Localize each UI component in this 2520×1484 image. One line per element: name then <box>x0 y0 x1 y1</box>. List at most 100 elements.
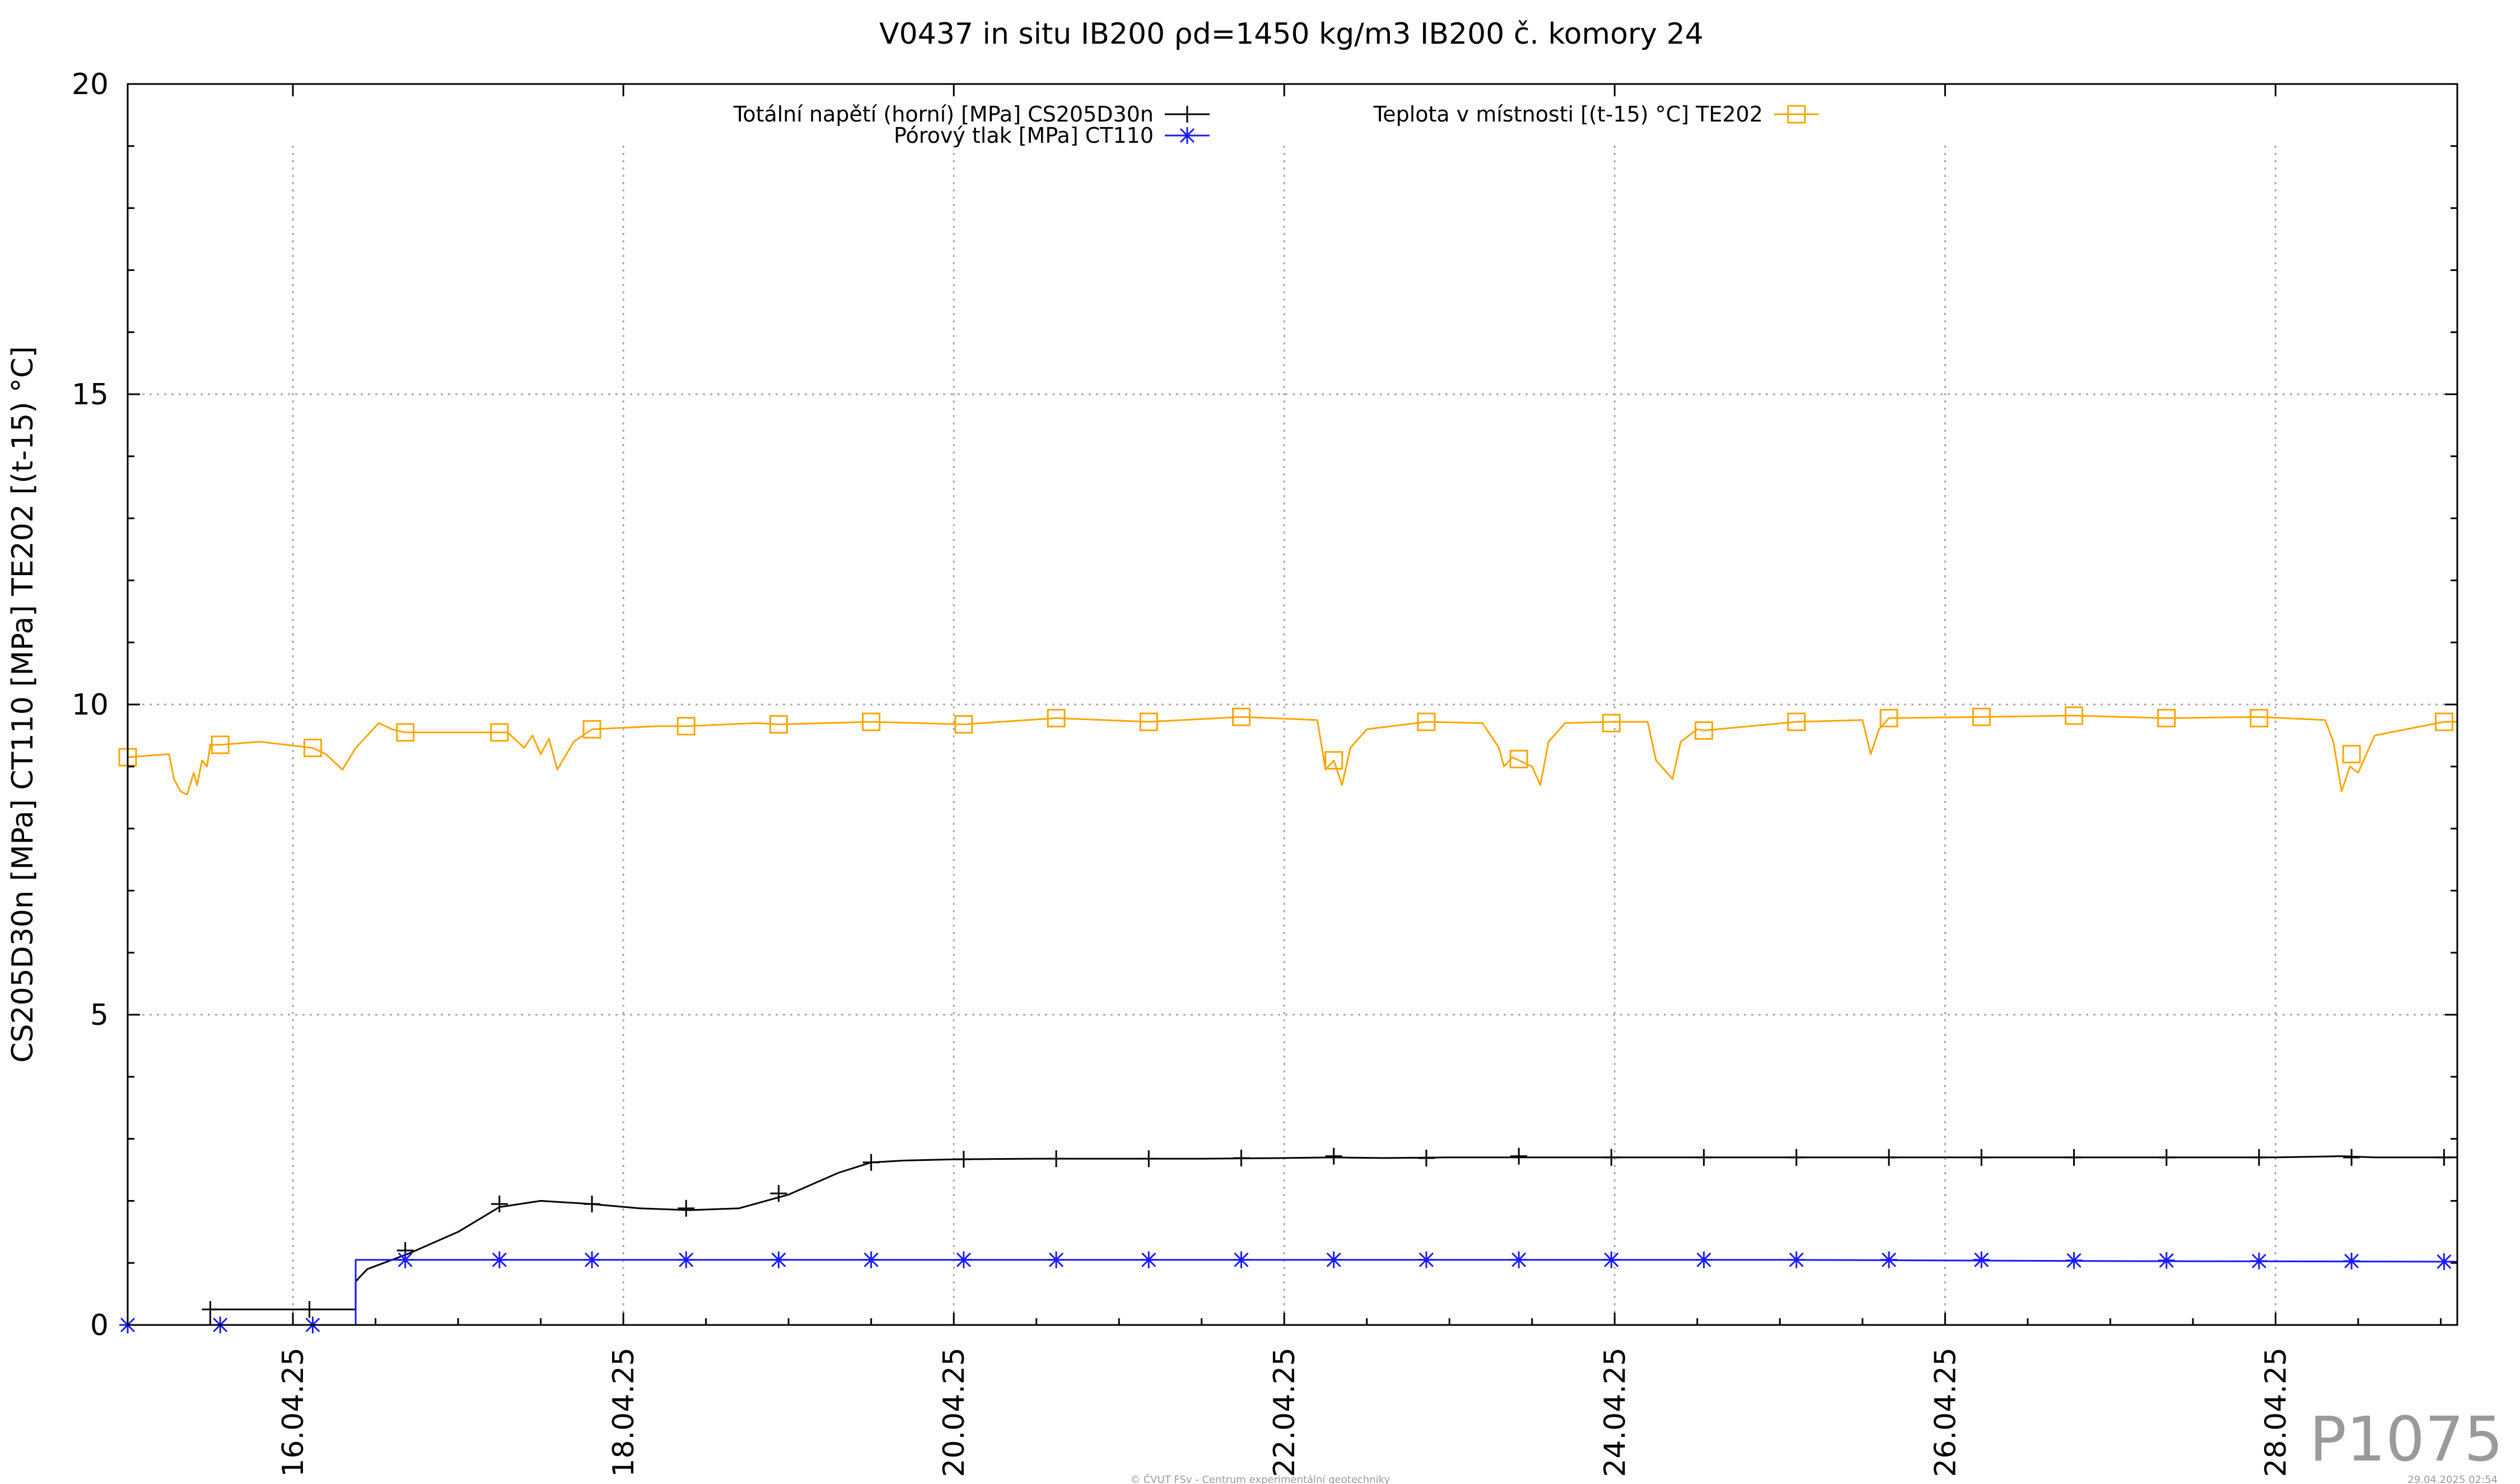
data-point <box>1602 713 1621 732</box>
data-point <box>491 1195 508 1212</box>
data-point <box>770 1185 787 1202</box>
data-point <box>2065 706 2084 725</box>
data-point <box>396 1251 414 1268</box>
data-point <box>301 1301 318 1318</box>
data-point <box>1788 1149 1805 1166</box>
data-point <box>769 715 788 734</box>
series-0 <box>128 1147 2457 1326</box>
data-point <box>2435 1253 2453 1270</box>
legend-label: Teplota v místnosti [(t-15) °C] TE202 <box>1373 102 1763 127</box>
data-point <box>1417 1149 1435 1166</box>
data-point <box>676 717 696 736</box>
data-point <box>1325 1147 1342 1165</box>
data-point <box>584 1195 601 1212</box>
data-point <box>1417 1251 1435 1268</box>
data-point <box>1140 1150 1158 1168</box>
footer-credit: © ČVUT FSv - Centrum experimentální geot… <box>1130 1473 1390 1484</box>
data-point <box>1510 1251 1528 1268</box>
data-point <box>1509 750 1528 769</box>
y-tick-label: 10 <box>72 688 109 722</box>
data-point <box>2158 1149 2175 1166</box>
data-point <box>1788 1251 1805 1268</box>
data-point <box>1324 751 1343 770</box>
data-point <box>2342 745 2361 764</box>
data-point <box>862 712 881 731</box>
x-tick-label: 18.04.25 <box>607 1347 641 1477</box>
watermark: P1075 <box>2309 1403 2503 1475</box>
data-point <box>1787 712 1806 731</box>
data-point <box>1048 1251 1065 1268</box>
y-tick-label: 20 <box>72 68 109 101</box>
data-point <box>202 1301 219 1318</box>
data-point <box>2250 1252 2267 1270</box>
y-axis-title: CS205D30n [MPa] CT110 [MPa] TE202 [(t-15… <box>6 346 40 1063</box>
data-point <box>1047 708 1066 727</box>
x-tick-label: 20.04.25 <box>937 1347 971 1477</box>
data-point <box>1232 707 1251 726</box>
data-point <box>1603 1251 1620 1268</box>
series-group <box>118 706 2458 1333</box>
x-tick-label: 28.04.25 <box>2259 1347 2293 1477</box>
series-1 <box>119 1251 2458 1333</box>
data-point <box>1048 1150 1065 1168</box>
data-point <box>490 723 509 742</box>
data-point <box>1695 1251 1712 1268</box>
data-point <box>678 1200 695 1217</box>
data-point <box>1880 1149 1898 1166</box>
chart-title: V0437 in situ IB200 ρd=1450 kg/m3 IB200 … <box>879 17 1704 51</box>
data-point <box>1972 707 1991 726</box>
data-point <box>2343 1252 2360 1270</box>
data-point <box>1510 1147 1528 1165</box>
data-point <box>1973 1251 1990 1268</box>
data-point <box>2250 1149 2267 1166</box>
x-tick-label: 26.04.25 <box>1929 1347 1962 1477</box>
data-point <box>303 739 322 758</box>
data-point <box>955 1151 972 1168</box>
axis-ticks <box>128 83 2457 1326</box>
x-tick-label: 16.04.25 <box>277 1347 310 1477</box>
legend-marker <box>1179 106 1196 123</box>
data-point <box>954 715 973 734</box>
data-point <box>770 1251 787 1268</box>
data-point <box>1139 712 1158 731</box>
data-point <box>582 720 601 739</box>
data-point <box>491 1251 508 1268</box>
tick-labels: 0 5 10 15 20 16.04.25 18.04.25 20.04.25 22.04.25… <box>72 68 2293 1477</box>
data-point <box>2343 1149 2360 1166</box>
data-point <box>1417 712 1436 731</box>
data-point <box>396 723 415 742</box>
data-point <box>1140 1251 1158 1268</box>
data-point <box>2250 708 2269 727</box>
data-point <box>2158 1252 2175 1269</box>
y-tick-label: 5 <box>90 998 109 1032</box>
data-point <box>211 735 230 754</box>
data-point <box>862 1251 880 1268</box>
legend-marker <box>1787 105 1806 124</box>
data-point <box>2435 1149 2453 1166</box>
data-point <box>862 1154 880 1171</box>
series-line <box>128 1259 2458 1326</box>
data-point <box>1695 721 1714 740</box>
legend-label: Pórový tlak [MPa] CT110 <box>894 123 1154 148</box>
y-tick-label: 15 <box>72 378 109 412</box>
data-point <box>1233 1149 1250 1166</box>
data-point <box>678 1251 695 1268</box>
y-tick-label: 0 <box>90 1309 109 1342</box>
data-point <box>2065 1252 2083 1269</box>
data-point <box>1695 1149 1712 1166</box>
series-line <box>128 1155 2457 1326</box>
data-point <box>2065 1149 2083 1166</box>
legend: Totální napětí (horní) [MPa] CS205D30nPó… <box>733 102 1819 148</box>
data-point <box>1603 1149 1620 1166</box>
data-point <box>1880 1251 1898 1268</box>
data-point <box>584 1251 601 1268</box>
x-tick-label: 24.04.25 <box>1598 1347 1632 1477</box>
data-point <box>1973 1149 1990 1166</box>
series-line <box>127 715 2457 796</box>
data-point <box>1233 1251 1250 1268</box>
series-2 <box>118 706 2457 796</box>
data-point <box>2434 712 2453 731</box>
grid <box>128 146 2457 1325</box>
data-point <box>1879 708 1898 727</box>
